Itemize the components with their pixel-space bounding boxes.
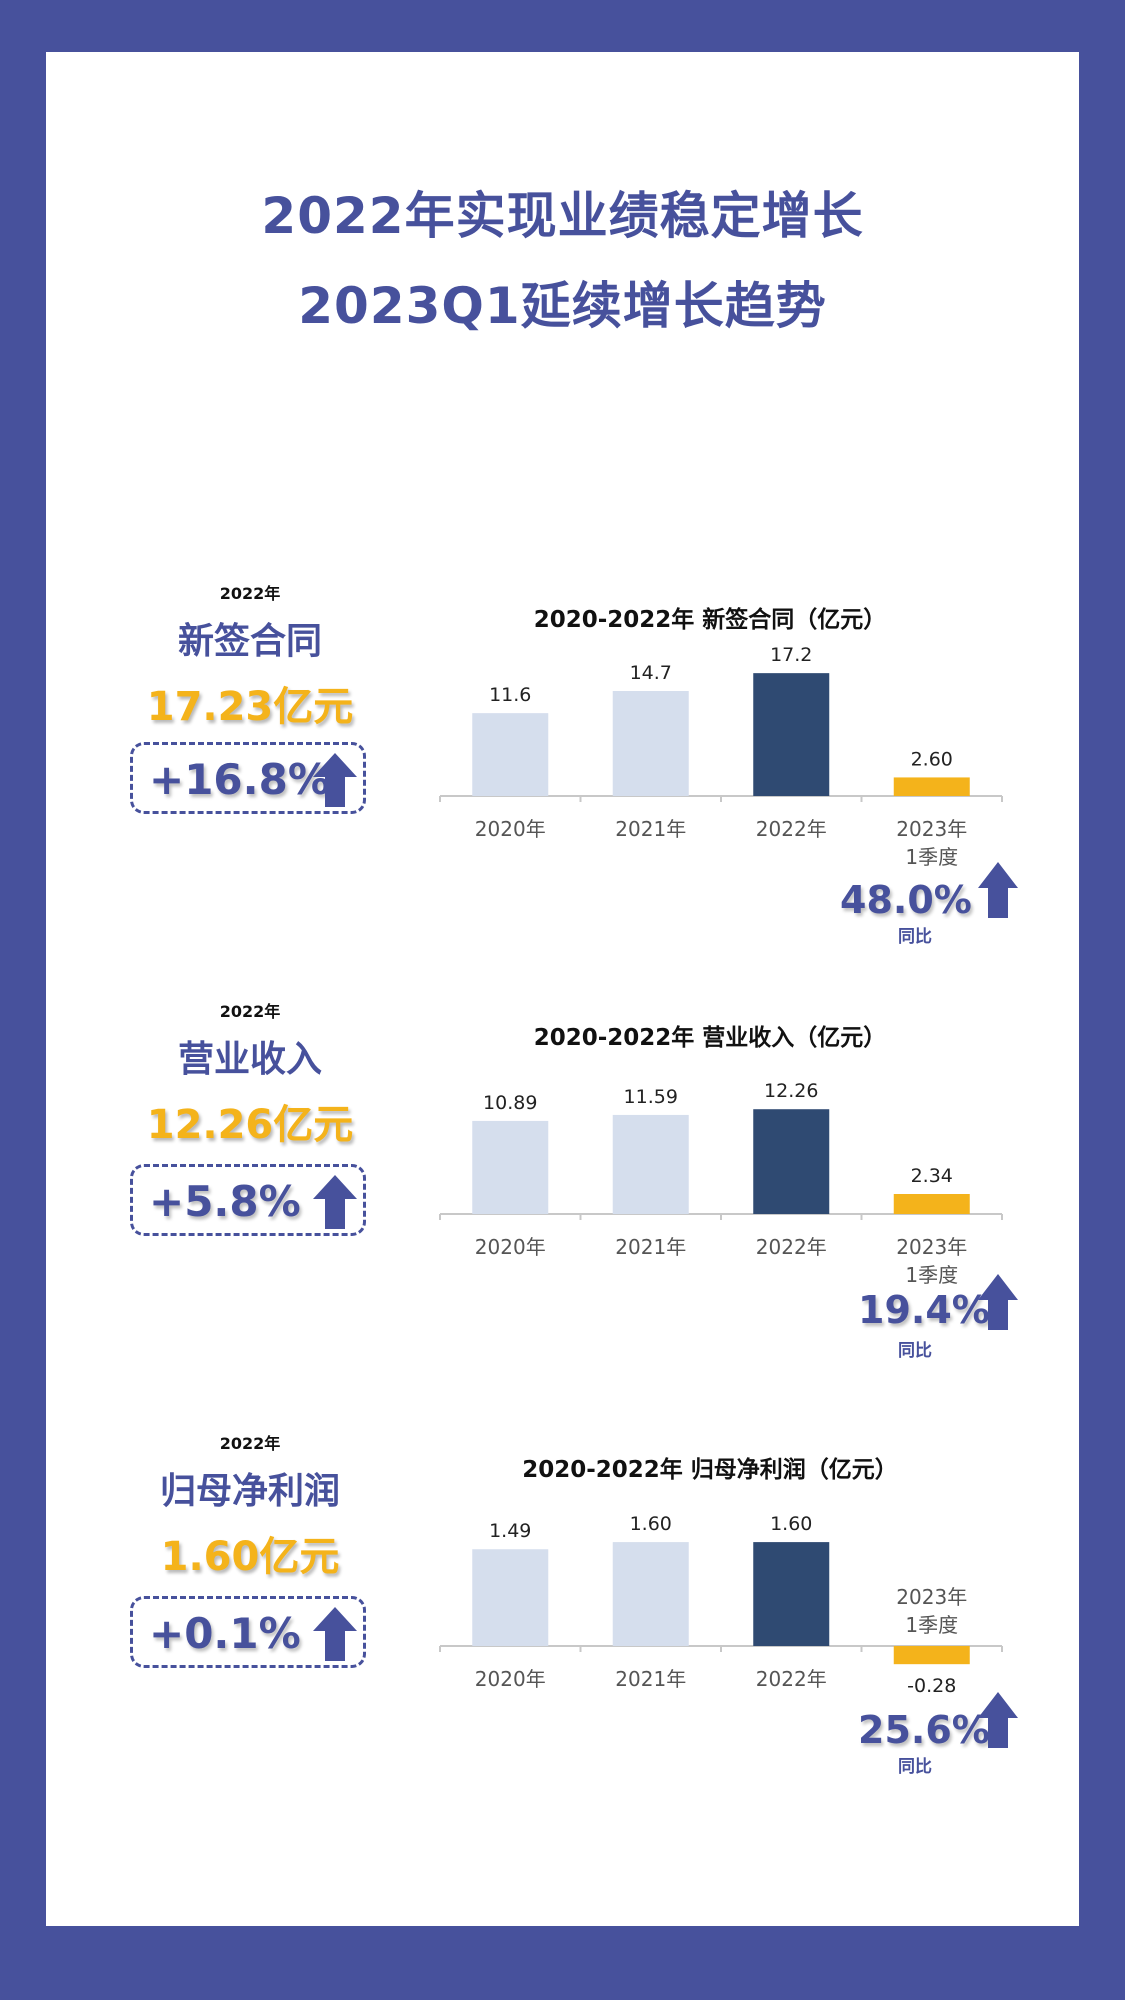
bar xyxy=(893,1194,970,1214)
up-arrow-icon xyxy=(978,862,1018,918)
data-label: 2.34 xyxy=(911,1165,953,1187)
headline-line-1: 2022年实现业绩稳定增长 xyxy=(261,187,864,245)
category-label: 1季度 xyxy=(905,1613,958,1637)
yoy-label: 同比 xyxy=(898,927,932,947)
bar xyxy=(893,1646,970,1665)
chart-title: 2020-2022年 营业收入（亿元） xyxy=(533,1025,887,1051)
content-card xyxy=(46,52,1079,1926)
headline-line-2: 2023Q1延续增长趋势 xyxy=(298,277,827,335)
up-arrow-icon xyxy=(313,753,357,807)
data-label: 11.6 xyxy=(489,684,531,706)
category-label: 2022年 xyxy=(756,1667,827,1691)
data-label: 1.49 xyxy=(489,1520,531,1542)
yoy-value: 25.6% xyxy=(858,1708,990,1752)
kpi-growth-value: +0.1% xyxy=(149,1609,301,1658)
category-label: 2020年 xyxy=(475,817,546,841)
yoy-label: 同比 xyxy=(898,1341,932,1361)
kpi-growth-box: +5.8% xyxy=(130,1164,366,1236)
up-arrow-icon xyxy=(313,1607,357,1661)
chart-title: 2020-2022年 归母净利润（亿元） xyxy=(522,1457,898,1483)
kpi-year-label: 2022年 xyxy=(219,584,281,603)
data-label: 1.60 xyxy=(630,1513,672,1535)
category-label: 1季度 xyxy=(905,1263,958,1287)
category-label: 2021年 xyxy=(615,1667,686,1691)
data-label: 12.26 xyxy=(764,1080,818,1102)
kpi-metric-value: 1.60亿元 xyxy=(160,1534,340,1580)
kpi-metric-name: 归母净利润 xyxy=(159,1471,340,1512)
yoy-label: 同比 xyxy=(898,1757,932,1777)
chart-title: 2020-2022年 新签合同（亿元） xyxy=(533,607,887,633)
data-label: -0.28 xyxy=(907,1675,956,1697)
data-label: 2.60 xyxy=(911,748,953,770)
data-label: 1.60 xyxy=(770,1513,812,1535)
kpi-year-label: 2022年 xyxy=(219,1434,281,1453)
category-label: 2023年 xyxy=(896,1235,967,1259)
bar-chart-revenue: 10.89 2020年 11.59 2021年 12.26 2022年 2.34 2023年 1… xyxy=(439,1080,1003,1287)
up-arrow-icon xyxy=(978,1692,1018,1748)
bar xyxy=(753,1542,830,1646)
bar xyxy=(612,691,689,796)
category-label: 2023年 xyxy=(896,1585,967,1609)
yoy-value: 48.0% xyxy=(840,878,972,922)
bar xyxy=(893,777,970,796)
data-label: 14.7 xyxy=(630,662,672,684)
bar xyxy=(612,1542,689,1646)
yoy-value: 19.4% xyxy=(858,1288,990,1332)
bar xyxy=(612,1114,689,1214)
kpi-growth-value: +5.8% xyxy=(149,1177,301,1226)
bar-chart-net-profit: 1.49 2020年 1.60 2021年 1.60 2022年 -0.28 2023年 1季度 xyxy=(439,1513,1003,1697)
category-label: 2020年 xyxy=(475,1235,546,1259)
bar xyxy=(472,1120,549,1214)
data-label: 11.59 xyxy=(624,1086,678,1108)
bar xyxy=(753,1109,830,1214)
data-label: 17.2 xyxy=(770,644,812,666)
category-label: 2021年 xyxy=(615,1235,686,1259)
category-label: 2022年 xyxy=(756,817,827,841)
kpi-growth-box: +0.1% xyxy=(130,1596,366,1668)
kpi-metric-value: 12.26亿元 xyxy=(146,1102,354,1148)
kpi-metric-value: 17.23亿元 xyxy=(146,684,354,730)
bar xyxy=(472,713,549,796)
kpi-growth-value: +16.8% xyxy=(149,755,330,804)
category-label: 2022年 xyxy=(756,1235,827,1259)
category-label: 2021年 xyxy=(615,817,686,841)
kpi-growth-box: +16.8% xyxy=(130,742,366,814)
kpi-metric-name: 营业收入 xyxy=(177,1039,322,1080)
bar-chart-new-contracts: 11.6 2020年 14.7 2021年 17.2 2022年 2.60 2023年 1季度 xyxy=(439,644,1003,869)
kpi-year-label: 2022年 xyxy=(219,1002,281,1021)
up-arrow-icon xyxy=(978,1274,1018,1330)
category-label: 1季度 xyxy=(905,845,958,869)
bar xyxy=(472,1549,549,1646)
kpi-metric-name: 新签合同 xyxy=(177,621,322,662)
category-label: 2020年 xyxy=(475,1667,546,1691)
data-label: 10.89 xyxy=(483,1092,537,1114)
bar xyxy=(753,673,830,796)
category-label: 2023年 xyxy=(896,817,967,841)
up-arrow-icon xyxy=(313,1175,357,1229)
